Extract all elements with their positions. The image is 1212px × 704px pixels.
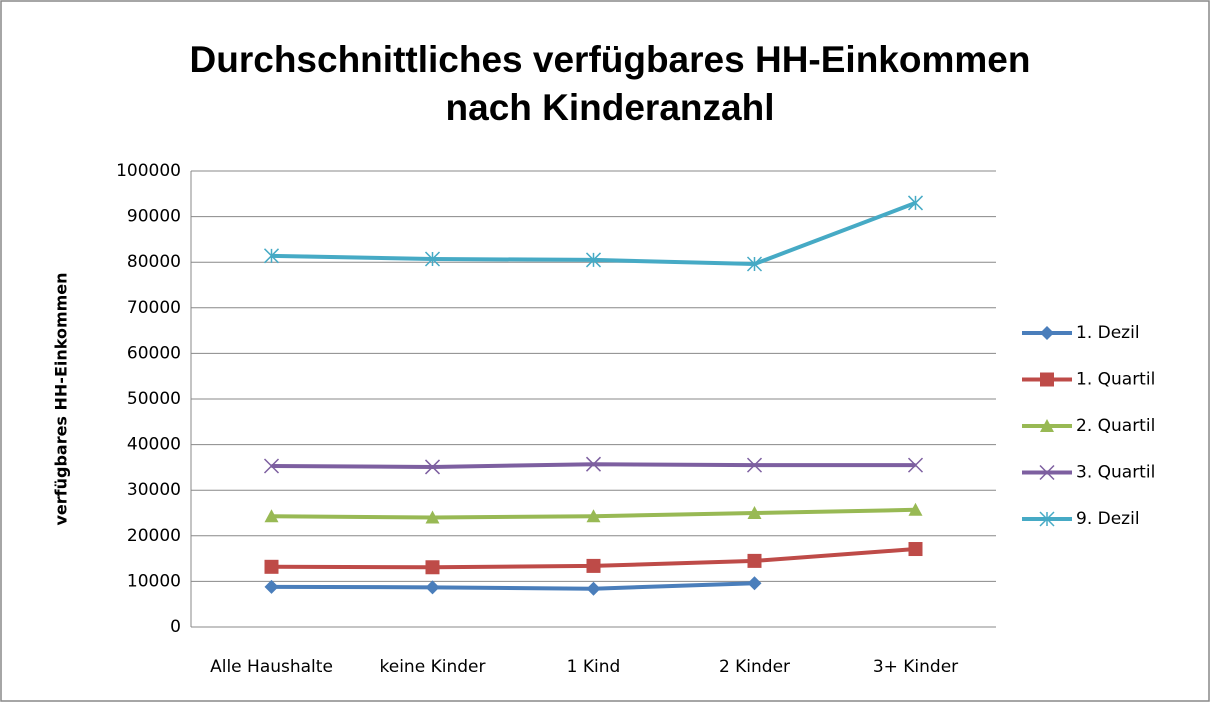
marker xyxy=(263,458,280,474)
marker xyxy=(586,509,601,523)
y-tick-label: 10000 xyxy=(127,571,181,591)
y-tick-label: 90000 xyxy=(127,207,181,227)
marker xyxy=(424,459,441,475)
marker xyxy=(263,248,280,264)
marker xyxy=(586,581,601,596)
marker xyxy=(425,560,440,575)
x-tick-label: keine Kinder xyxy=(380,657,486,677)
marker xyxy=(746,256,763,272)
legend-label: 2. Quartil xyxy=(1076,416,1155,436)
y-tick-label: 40000 xyxy=(127,435,181,455)
y-axis-label: verfügbares HH-Einkommen xyxy=(52,272,71,525)
marker xyxy=(1040,326,1054,340)
marker xyxy=(1039,511,1055,527)
chart-title: nach Kinderanzahl xyxy=(446,87,775,128)
marker xyxy=(747,506,762,519)
y-tick-label: 0 xyxy=(170,617,181,637)
marker xyxy=(424,251,441,267)
marker xyxy=(746,457,763,473)
y-tick-label: 80000 xyxy=(127,252,181,272)
marker xyxy=(907,195,924,211)
marker xyxy=(585,252,602,268)
marker xyxy=(1039,464,1055,481)
marker xyxy=(747,576,762,591)
y-tick-label: 70000 xyxy=(127,298,181,318)
x-tick-label: 3+ Kinder xyxy=(873,657,958,677)
chart-title: Durchschnittliches verfügbares HH-Einkom… xyxy=(190,39,1031,80)
marker xyxy=(1040,419,1054,432)
x-tick-label: 2 Kinder xyxy=(719,657,790,677)
legend-label: 3. Quartil xyxy=(1076,463,1155,483)
marker xyxy=(264,559,279,574)
y-tick-label: 50000 xyxy=(127,389,181,409)
marker xyxy=(425,510,440,524)
y-tick-label: 30000 xyxy=(127,480,181,500)
marker xyxy=(585,456,602,472)
x-tick-label: 1 Kind xyxy=(567,657,621,677)
y-tick-label: 20000 xyxy=(127,526,181,546)
marker xyxy=(264,509,279,523)
marker xyxy=(908,542,923,557)
legend-label: 1. Dezil xyxy=(1076,323,1140,343)
marker xyxy=(907,457,924,473)
marker xyxy=(908,502,923,516)
y-tick-label: 60000 xyxy=(127,343,181,363)
series-line xyxy=(271,581,755,591)
marker xyxy=(425,580,440,595)
legend-label: 1. Quartil xyxy=(1076,370,1155,390)
marker xyxy=(747,553,762,568)
x-tick-label: Alle Haushalte xyxy=(210,657,333,677)
legend-label: 9. Dezil xyxy=(1076,509,1140,529)
marker xyxy=(1040,372,1054,387)
marker xyxy=(264,579,279,594)
marker xyxy=(586,558,601,573)
y-tick-label: 100000 xyxy=(116,161,181,181)
